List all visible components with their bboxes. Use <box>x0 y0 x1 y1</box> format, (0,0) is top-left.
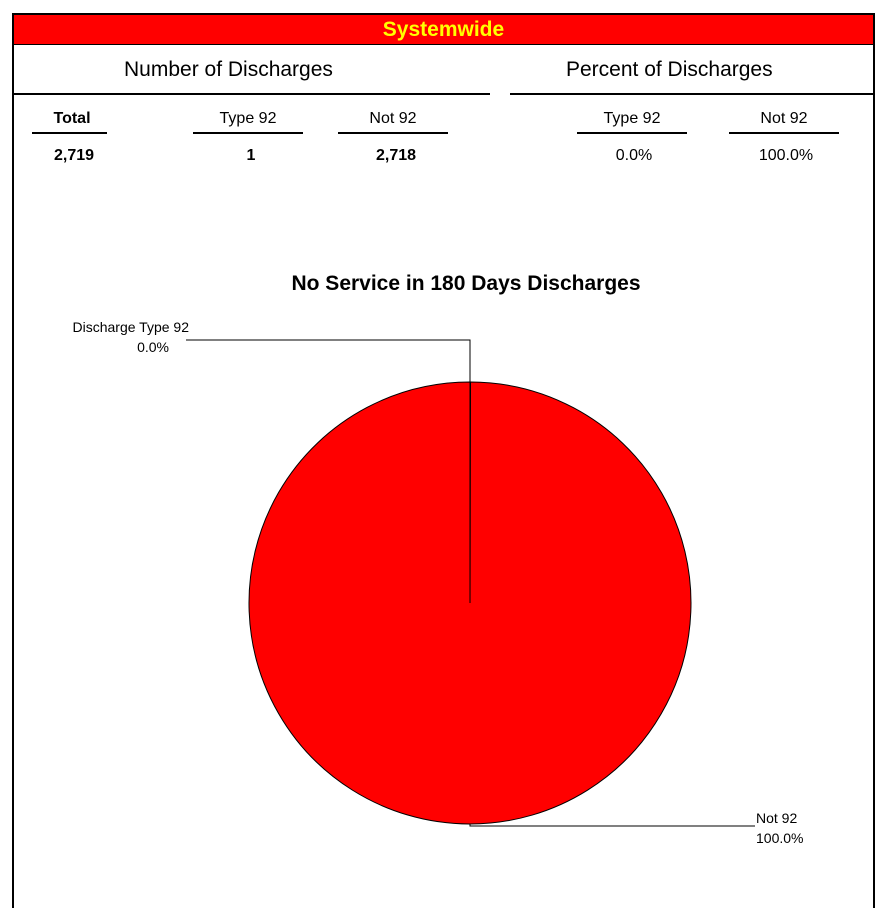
report-frame <box>12 13 875 908</box>
value-percent-type92: 0.0% <box>615 147 653 164</box>
header-percent-not92: Not 92 <box>760 110 808 127</box>
percent-of-discharges-heading: Percent of Discharges <box>566 58 773 81</box>
value-percent-not92: 100.0% <box>758 147 814 164</box>
header-number-not92: Not 92 <box>369 110 417 127</box>
percent-group-underline <box>510 93 873 95</box>
header-percent-type92-underline <box>577 132 687 134</box>
slice-category-label: Discharge Type 92 <box>73 319 190 335</box>
header-total-underline <box>32 132 107 134</box>
banner-title: Systemwide <box>382 17 505 41</box>
header-percent-not92-underline <box>729 132 839 134</box>
number-of-discharges-heading: Number of Discharges <box>124 58 333 81</box>
header-total: Total <box>53 110 91 127</box>
value-number-type92: 1 <box>246 147 256 164</box>
header-number-type92-underline <box>193 132 303 134</box>
number-group-underline <box>14 93 490 95</box>
slice-category-label: Not 92 <box>756 810 797 826</box>
chart-title: No Service in 180 Days Discharges <box>291 272 640 295</box>
systemwide-banner: Systemwide <box>14 15 873 45</box>
leader-line-0 <box>186 339 471 382</box>
header-percent-type92: Type 92 <box>603 110 661 127</box>
leader-line-1 <box>469 824 755 827</box>
header-number-type92: Type 92 <box>219 110 277 127</box>
value-number-not92: 2,718 <box>375 147 417 164</box>
header-number-not92-underline <box>338 132 448 134</box>
slice-percent-label: 100.0% <box>756 830 803 846</box>
slice-percent-label: 0.0% <box>137 339 169 355</box>
value-total: 2,719 <box>53 147 95 164</box>
